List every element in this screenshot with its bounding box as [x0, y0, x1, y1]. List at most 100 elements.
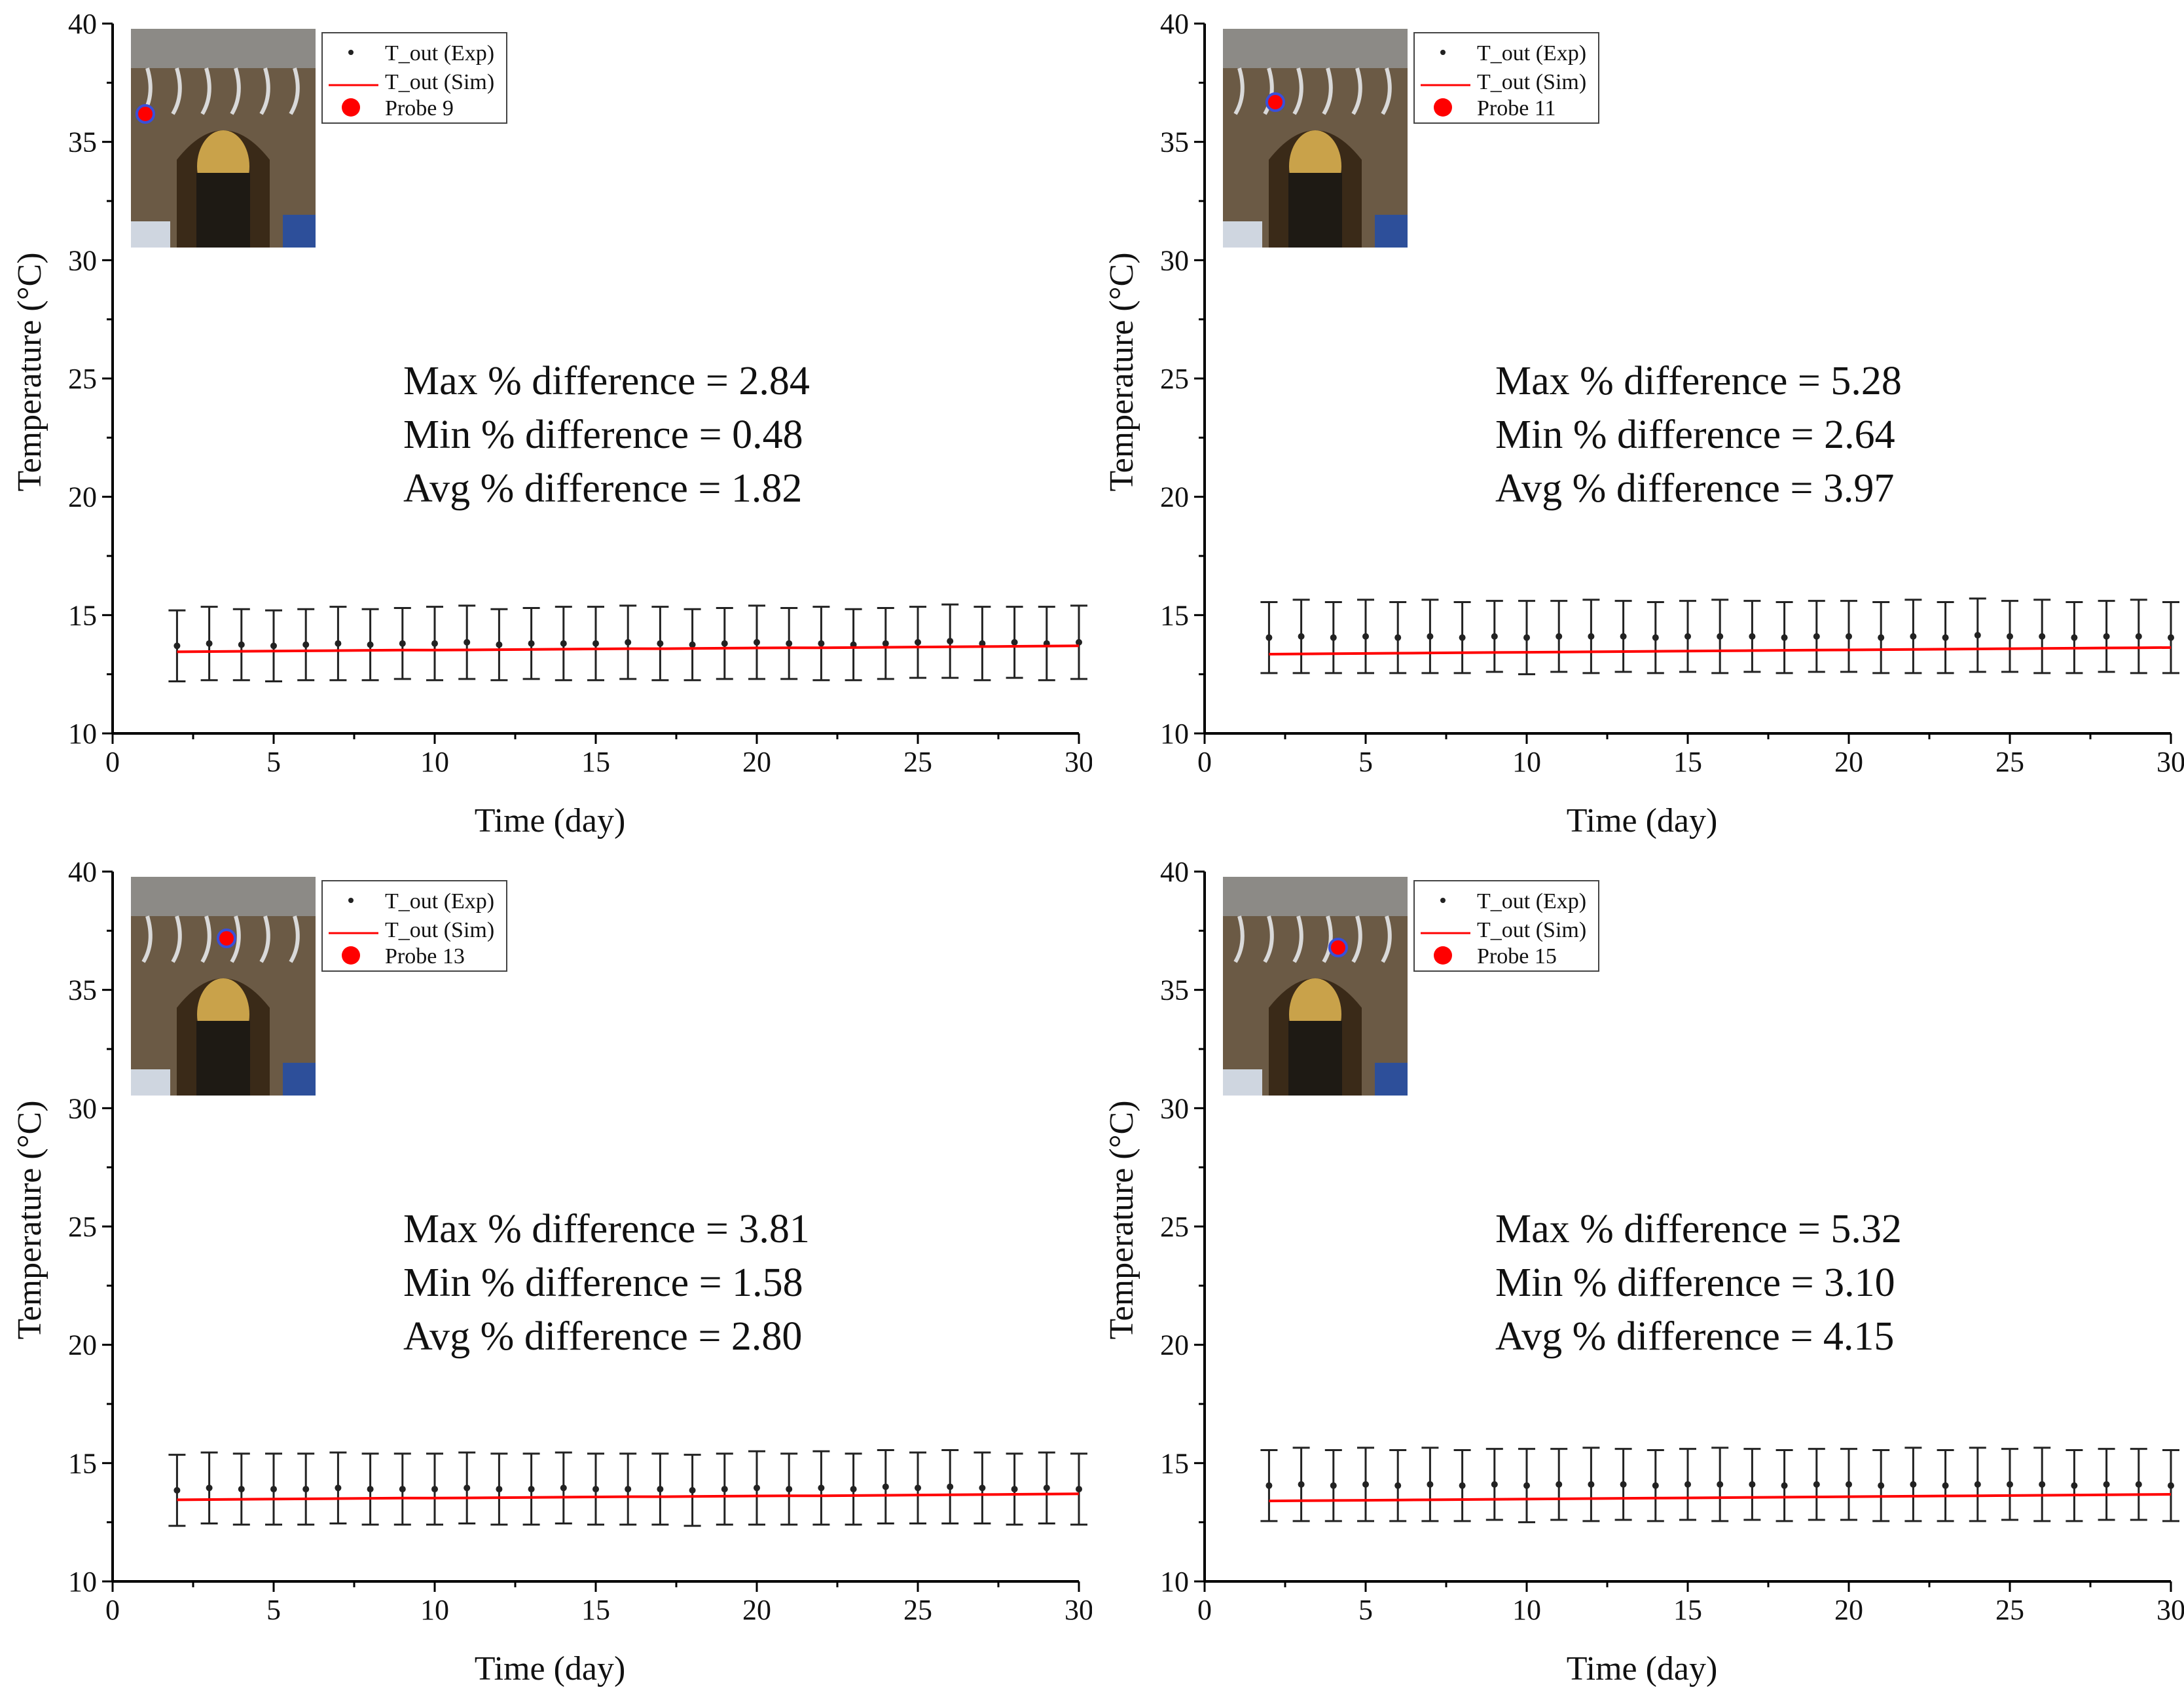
exp-data-point — [560, 1484, 567, 1492]
exp-data-point — [1556, 633, 1563, 640]
photo-debris — [131, 1069, 170, 1096]
exp-point-group — [1260, 600, 1278, 674]
exp-point-group — [1647, 1448, 1664, 1522]
x-tick-label: 25 — [1995, 1594, 2024, 1626]
stats-text: Min % difference = 2.64 — [1495, 413, 1895, 457]
legend: T_out (Exp) T_out (Sim)Probe 13 — [321, 880, 507, 972]
exp-point-group — [651, 1452, 669, 1526]
legend-exp-label: T_out (Exp) — [1477, 889, 1586, 913]
exp-point-group — [1937, 600, 1954, 674]
legend-sim-label: T_out (Sim) — [385, 918, 494, 942]
chart-svg: 0 5 10 15 20 25 30 10 15 20 25 30 35 40 Time (day) Temp… — [11, 856, 1092, 1687]
exp-point-group — [1614, 1448, 1632, 1521]
exp-data-point — [1459, 1482, 1466, 1489]
exp-data-point — [947, 1483, 954, 1490]
exp-data-point — [238, 1486, 245, 1493]
y-tick-label: 40 — [68, 856, 97, 888]
photo-object — [1375, 1063, 1408, 1096]
exp-point-group — [2098, 600, 2115, 673]
exp-data-point — [1491, 1481, 1498, 1488]
exp-point-group — [200, 606, 218, 682]
probe-marker — [217, 929, 236, 948]
exp-data-point — [1362, 633, 1369, 640]
legend-probe-label: Probe 9 — [385, 96, 454, 120]
y-tick-label: 10 — [1160, 718, 1189, 750]
photo-pipe — [289, 67, 300, 115]
chart-svg: 0 5 10 15 20 25 30 10 15 20 25 30 35 40 Time (day) Temp… — [1103, 856, 2184, 1687]
y-tick-label: 10 — [68, 1566, 97, 1598]
x-axis-title: Time (day) — [1567, 802, 1718, 839]
exp-point-group — [393, 1452, 411, 1526]
chart-svg: 0 5 10 15 20 25 30 10 15 20 25 30 35 40 Time (day) Temp… — [11, 8, 1092, 839]
exp-point-group — [297, 1452, 315, 1526]
exp-data-point — [915, 638, 921, 646]
y-tick-label: 30 — [68, 1092, 97, 1124]
exp-data-point — [818, 1484, 825, 1492]
exp-data-point — [302, 641, 310, 648]
x-axis-title: Time (day) — [1567, 1650, 1718, 1687]
exp-data-point — [754, 1484, 760, 1492]
exp-data-point — [1878, 1482, 1885, 1489]
exp-point-group — [1006, 1452, 1023, 1526]
x-axis-title: Time (day) — [475, 802, 626, 839]
y-tick-label: 25 — [68, 363, 97, 395]
y-tick-label: 10 — [68, 718, 97, 750]
exp-data-point — [2071, 634, 2078, 641]
photo-machine — [196, 173, 250, 248]
legend-exp-label: T_out (Exp) — [1477, 41, 1586, 65]
exp-point-group — [1324, 600, 1342, 674]
exp-data-point — [1781, 634, 1788, 641]
photo-pipe — [230, 67, 241, 115]
x-tick-label: 30 — [2157, 746, 2184, 778]
photo-pipe — [230, 915, 241, 963]
photo-object — [283, 215, 316, 248]
exp-data-point — [238, 641, 245, 648]
exp-point-group — [329, 606, 347, 682]
exp-point-group — [1775, 600, 1793, 674]
y-tick-label: 30 — [1160, 1092, 1189, 1124]
exp-data-point — [560, 640, 567, 647]
x-tick-label: 5 — [266, 1594, 281, 1626]
exp-point-group — [555, 1451, 572, 1524]
photo-pipe — [1233, 67, 1245, 115]
exp-point-group — [780, 1452, 798, 1526]
x-tick-label: 30 — [1065, 746, 1092, 778]
photo-pipe — [1322, 67, 1333, 115]
legend-probe-marker — [342, 946, 360, 965]
exp-point-group — [393, 606, 411, 680]
exp-point-group — [1679, 1448, 1696, 1521]
exp-data-point — [947, 638, 954, 645]
y-tick-label: 20 — [1160, 1329, 1189, 1361]
legend-sim-label: T_out (Sim) — [385, 70, 494, 94]
y-tick-label: 20 — [68, 1329, 97, 1361]
stats-text: Avg % difference = 4.15 — [1495, 1314, 1894, 1359]
y-tick-label: 35 — [1160, 974, 1189, 1006]
stats-text: Max % difference = 5.32 — [1495, 1207, 1902, 1251]
exp-data-point — [786, 640, 793, 647]
exp-data-point — [689, 641, 696, 648]
exp-point-group — [1518, 600, 1535, 676]
exp-data-point — [335, 1484, 342, 1492]
stats-text: Avg % difference = 3.97 — [1495, 466, 1894, 511]
exp-point-group — [232, 1452, 250, 1526]
x-axis-title: Time (day) — [475, 1650, 626, 1687]
y-tick-label: 20 — [68, 481, 97, 513]
x-tick-label: 25 — [1995, 746, 2024, 778]
exp-data-point — [1620, 633, 1627, 640]
exp-data-point — [1749, 1481, 1756, 1488]
exp-data-point — [1556, 1481, 1563, 1488]
photo-pipe — [1292, 915, 1303, 963]
chart-panel-probe-11: 0 5 10 15 20 25 30 10 15 20 25 30 35 40 Time (day) Temp… — [1092, 0, 2184, 848]
photo-pipe — [1263, 67, 1274, 115]
y-tick-label: 35 — [1160, 126, 1189, 158]
exp-data-point — [2103, 1481, 2110, 1488]
exp-point-group — [1421, 1447, 1439, 1522]
exp-data-point — [2135, 633, 2142, 640]
x-tick-label: 0 — [1197, 746, 1212, 778]
y-axis-title: Temperature (°C) — [1103, 252, 1140, 491]
exp-point-group — [716, 1452, 733, 1526]
exp-data-point — [1749, 633, 1756, 640]
exp-data-point — [367, 641, 374, 648]
x-tick-label: 5 — [266, 746, 281, 778]
legend-probe-marker — [342, 98, 360, 117]
